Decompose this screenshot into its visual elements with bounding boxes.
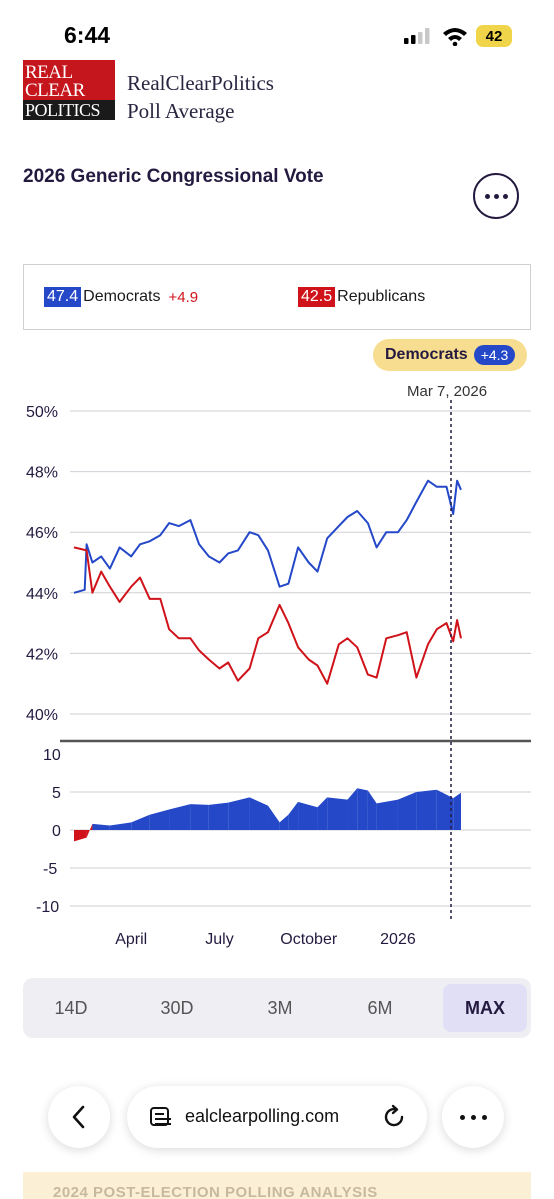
dem-value: 47.4 [44, 287, 82, 307]
y-tick-label: -5 [43, 861, 57, 878]
browser-back-button[interactable] [48, 1086, 110, 1148]
battery-indicator: 42 [476, 25, 512, 47]
logo-line-1: REAL [25, 62, 73, 83]
democrats-line [73, 479, 462, 594]
y-tick-label: 48% [26, 465, 58, 482]
current-date-label: Mar 7, 2026 [407, 383, 488, 400]
spread-area [74, 788, 461, 842]
spread-segment [416, 789, 437, 830]
legend-democrats: 47.4 Democrats +4.9 [44, 287, 198, 307]
spread-segment [131, 814, 150, 830]
wifi-icon [443, 28, 467, 46]
brand-name[interactable]: RealClearPolitics [127, 71, 274, 95]
spread-segment [86, 823, 93, 838]
x-ticks: April July October 2026 [115, 931, 416, 948]
reader-mode-icon[interactable] [149, 1106, 173, 1128]
range-6m-button[interactable]: 6M [367, 997, 393, 1018]
spread-segment [249, 797, 268, 830]
y-tick-label: 44% [26, 586, 58, 603]
spread-segment [397, 792, 417, 830]
republicans-line [73, 546, 462, 685]
spread-segment [436, 789, 454, 830]
range-3m-button[interactable]: 3M [267, 997, 293, 1018]
spread-segment [109, 822, 132, 830]
x-tick-label: 2026 [380, 931, 416, 948]
more-dots-icon [459, 1114, 465, 1120]
rep-value: 42.5 [298, 287, 336, 307]
range-selector: 14D 30D 3M 6M MAX [23, 978, 531, 1038]
spread-segment [279, 814, 289, 830]
y-tick-label: 46% [26, 525, 58, 542]
y-tick-label: 5 [52, 785, 61, 802]
spread-segment [228, 797, 250, 830]
chevron-left-icon [72, 1105, 85, 1129]
bottom-banner[interactable]: 2024 POST-ELECTION POLLING ANALYSIS [23, 1172, 531, 1199]
reload-icon[interactable] [381, 1104, 407, 1130]
browser-more-button[interactable] [442, 1086, 504, 1148]
spread-segment [169, 804, 191, 830]
page-title: 2026 Generic Congressional Vote [23, 166, 324, 187]
rep-name: Republicans [337, 288, 426, 305]
spread-segment [453, 792, 461, 830]
rcp-logo[interactable]: REAL CLEAR POLITICS [23, 60, 115, 120]
spread-segment [347, 788, 358, 830]
spread-segment [298, 801, 318, 830]
spread-segment [149, 809, 170, 830]
spread-segment [376, 799, 398, 830]
lead-margin: +4.3 [473, 345, 516, 365]
lead-badge: Democrats +4.3 [373, 339, 527, 371]
more-dots-icon [484, 193, 490, 199]
range-max-button[interactable]: MAX [443, 984, 527, 1032]
range-30d-button[interactable]: 30D [160, 997, 194, 1018]
spread-segment [267, 805, 280, 830]
logo-line-2: CLEAR [25, 80, 85, 101]
y-tick-label: 42% [26, 646, 58, 663]
y-tick-label: 0 [52, 823, 61, 840]
signal-icon [404, 28, 430, 44]
poll-lines [73, 479, 462, 685]
spread-segment [327, 797, 348, 830]
spread-segment [92, 823, 110, 830]
poll-chart[interactable]: 50% 48% 46% 44% 42% 40% 10 5 0 -5 -10 April July Oc… [0, 395, 554, 955]
logo-line-3: POLITICS [23, 100, 115, 120]
more-options-button[interactable] [473, 173, 519, 219]
spread-segment [288, 801, 299, 830]
brand-subtitle: Poll Average [127, 99, 235, 123]
url-bar[interactable]: ealclearpolling.com [127, 1086, 427, 1148]
top-y-ticks: 50% 48% 46% 44% 42% 40% [26, 404, 58, 724]
spread-segment [357, 788, 368, 830]
top-grid [70, 410, 531, 715]
spread-segment [190, 804, 209, 830]
banner-text: 2024 POST-ELECTION POLLING ANALYSIS [53, 1184, 378, 1199]
legend-republicans: 42.5 Republicans [298, 287, 425, 307]
status-bar: 6:44 42 [0, 0, 554, 60]
legend-box: 47.4 Democrats +4.9 42.5 Republicans [23, 264, 531, 330]
y-tick-label: -10 [36, 899, 59, 916]
dem-name: Democrats [83, 288, 161, 305]
y-tick-label: 10 [43, 747, 61, 764]
y-tick-label: 50% [26, 404, 58, 421]
status-time: 6:44 [64, 22, 111, 48]
spread-segment [317, 797, 328, 830]
dem-change: +4.9 [168, 288, 199, 306]
lead-party: Democrats [385, 346, 468, 363]
url-text: ealclearpolling.com [185, 1106, 340, 1126]
spread-segment [74, 830, 87, 842]
range-14d-button[interactable]: 14D [54, 997, 88, 1018]
x-tick-label: October [280, 931, 338, 948]
spread-segment [367, 790, 377, 830]
x-tick-label: April [115, 931, 147, 948]
spread-segment [208, 802, 229, 830]
x-tick-label: July [205, 931, 233, 948]
bottom-y-ticks: 10 5 0 -5 -10 [36, 747, 61, 916]
y-tick-label: 40% [26, 707, 58, 724]
